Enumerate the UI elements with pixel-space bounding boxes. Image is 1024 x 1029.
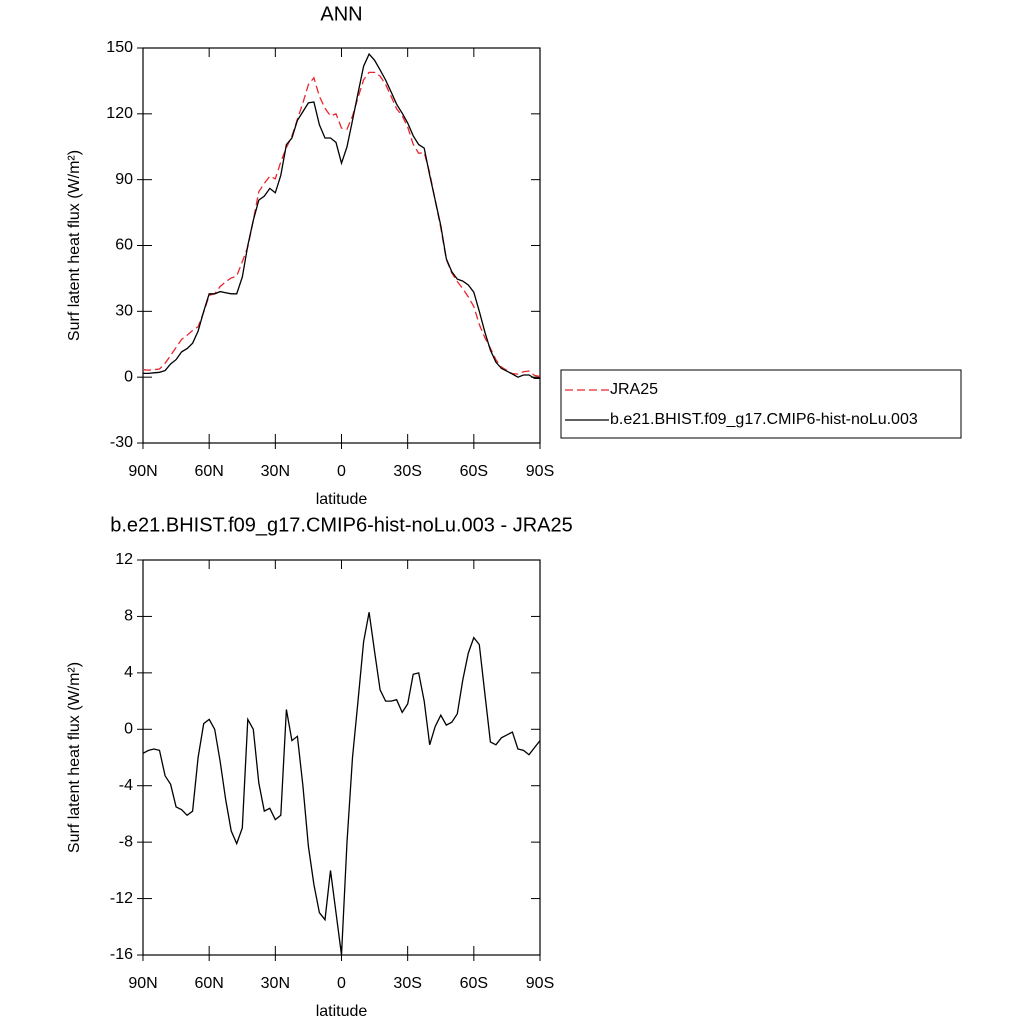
y-tick-label: 8 — [124, 608, 133, 625]
x-tick-label: 90S — [526, 463, 554, 480]
y-tick-label: -4 — [119, 777, 133, 794]
x-tick-label: 0 — [337, 463, 346, 480]
data-line — [142, 612, 541, 956]
y-tick-label: 0 — [124, 368, 133, 385]
y-tick-label: 60 — [115, 237, 133, 254]
legend-frame — [560, 369, 962, 439]
x-tick-label: 0 — [337, 975, 346, 992]
x-tick-label: 30N — [261, 975, 290, 992]
y-tick-label: 150 — [106, 39, 133, 56]
x-axis-label: latitude — [316, 491, 368, 508]
y-tick-label: 0 — [124, 721, 133, 738]
x-tick-label: 30S — [393, 975, 421, 992]
y-tick-label: -8 — [119, 833, 133, 850]
y-tick-label: 120 — [106, 105, 133, 122]
x-tick-label: 60S — [460, 975, 488, 992]
y-tick-label: -16 — [110, 946, 133, 963]
y-axis-label: Surf latent heat flux (W/m²) — [66, 150, 83, 341]
chart-title: b.e21.BHIST.f09_g17.CMIP6-hist-noLu.003 … — [110, 514, 572, 536]
x-tick-label: 90N — [128, 463, 157, 480]
x-tick-label: 90N — [128, 975, 157, 992]
x-tick-label: 30S — [393, 463, 421, 480]
data-line — [142, 71, 541, 378]
plot-frame — [142, 559, 541, 956]
legend-label: b.e21.BHIST.f09_g17.CMIP6-hist-noLu.003 — [610, 411, 918, 428]
y-tick-label: -12 — [110, 890, 133, 907]
x-tick-label: 90S — [526, 975, 554, 992]
x-tick-label: 60N — [194, 975, 223, 992]
y-tick-label: 4 — [124, 664, 133, 681]
y-tick-label: 30 — [115, 303, 133, 320]
chart-title: ANN — [320, 3, 362, 25]
x-tick-label: 30N — [261, 463, 290, 480]
y-tick-label: -30 — [110, 434, 133, 451]
plot-frame — [142, 47, 541, 444]
y-axis-label: Surf latent heat flux (W/m²) — [66, 662, 83, 853]
x-axis-label: latitude — [316, 1003, 368, 1020]
x-tick-label: 60S — [460, 463, 488, 480]
y-tick-label: 12 — [115, 551, 133, 568]
y-tick-label: 90 — [115, 171, 133, 188]
legend-label: JRA25 — [610, 381, 658, 398]
data-line — [143, 52, 540, 379]
x-tick-label: 60N — [194, 463, 223, 480]
